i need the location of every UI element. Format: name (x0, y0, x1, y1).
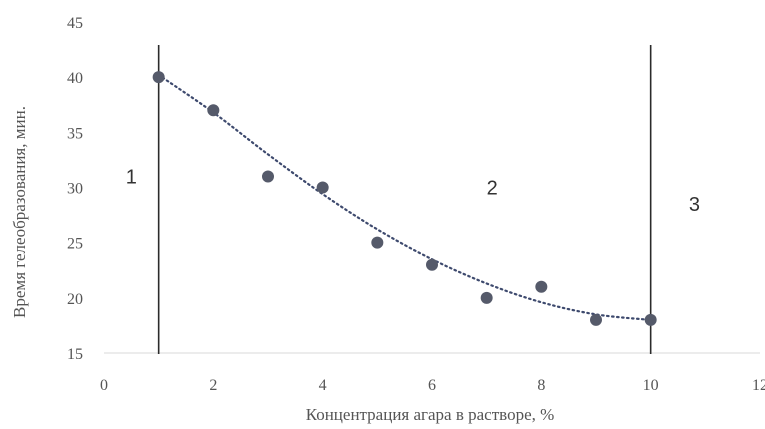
data-point (152, 71, 165, 84)
data-point (316, 181, 329, 194)
data-point (262, 170, 274, 183)
region-label: 3 (689, 194, 700, 216)
data-point (480, 291, 493, 304)
x-tick-label: 2 (209, 377, 217, 394)
x-tick-label: 6 (428, 377, 436, 394)
region-label: 2 (487, 178, 498, 200)
y-tick-label: 40 (67, 70, 83, 87)
data-point (371, 236, 384, 249)
y-tick-label: 30 (67, 181, 83, 198)
data-point (535, 280, 548, 293)
y-tick-label: 45 (67, 15, 83, 32)
data-point (644, 313, 657, 326)
x-axis-title: Концентрация агара в растворе, % (306, 405, 555, 424)
data-point (207, 104, 220, 117)
x-tick-label: 12 (752, 377, 765, 394)
y-axis-title: Время гелеобразования, мин. (10, 106, 29, 318)
x-tick-label: 10 (643, 377, 659, 394)
x-tick-label: 4 (319, 377, 327, 394)
y-tick-label: 20 (67, 291, 83, 308)
trend-line (157, 73, 652, 321)
x-tick-label: 8 (537, 377, 545, 394)
boundary-lines (157, 45, 652, 354)
x-tick-labels: 0 2 4 6 8 10 12 (100, 377, 765, 394)
y-tick-label: 25 (67, 236, 83, 253)
x-tick-label: 0 (100, 377, 108, 394)
data-points (152, 71, 657, 326)
y-tick-label: 35 (67, 125, 83, 142)
data-point (590, 313, 602, 326)
y-tick-label: 15 (67, 346, 83, 363)
region-labels: 1 2 3 (126, 166, 700, 216)
region-label: 1 (126, 166, 137, 188)
data-point (426, 258, 438, 271)
y-tick-labels: 15 20 25 30 35 40 45 (67, 15, 83, 363)
